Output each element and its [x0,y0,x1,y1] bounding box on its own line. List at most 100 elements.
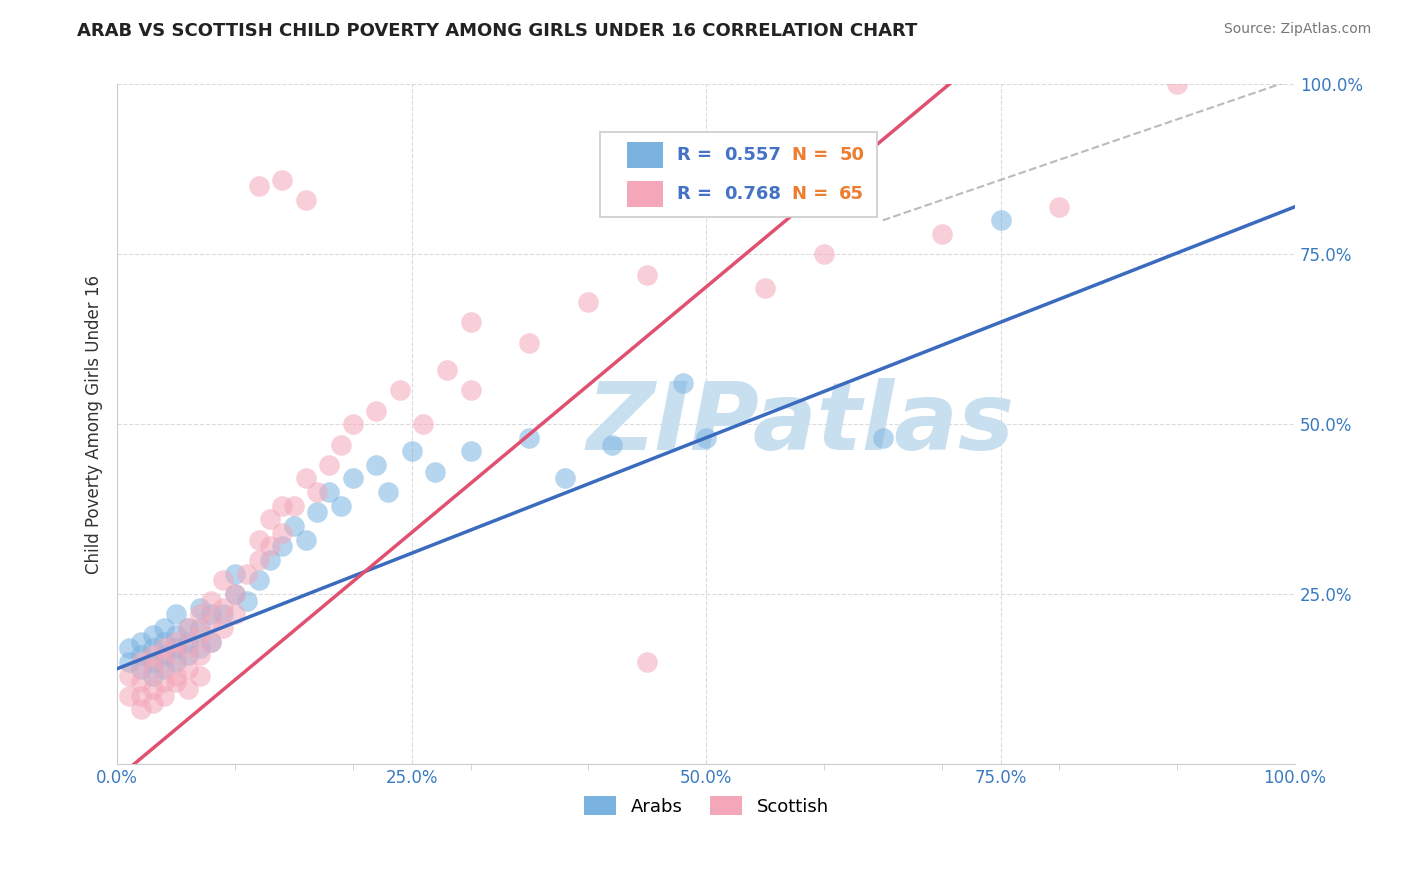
Point [224,566,246,581]
Point [153,634,176,648]
Point [177,634,200,648]
Point [177,621,200,635]
Point [671,376,693,391]
Point [129,634,152,648]
Point [200,634,222,648]
Bar [627,142,662,168]
Point [129,689,152,703]
Text: R =: R = [676,146,718,164]
Point [388,383,411,397]
Point [177,648,200,662]
Point [247,574,270,588]
Point [224,587,246,601]
Text: 65: 65 [839,185,865,203]
Point [460,315,482,329]
Point [271,525,294,540]
Text: ZIPatlas: ZIPatlas [586,378,1014,470]
Point [307,505,329,519]
Text: R =: R = [676,185,718,203]
Point [576,294,599,309]
Point [259,512,281,526]
Point [366,403,388,417]
Bar [627,181,662,207]
Point [1049,200,1071,214]
Text: ARAB VS SCOTTISH CHILD POVERTY AMONG GIRLS UNDER 16 CORRELATION CHART: ARAB VS SCOTTISH CHILD POVERTY AMONG GIR… [77,22,918,40]
Point [460,383,482,397]
Text: 0.768: 0.768 [724,185,780,203]
Point [165,607,187,622]
Legend: Arabs, Scottish: Arabs, Scottish [576,789,835,822]
Point [271,499,294,513]
Point [141,668,163,682]
Point [342,417,364,431]
Point [129,702,152,716]
Point [519,431,541,445]
Point [165,648,187,662]
Point [425,465,447,479]
Point [235,566,257,581]
Point [412,417,434,431]
Point [401,444,423,458]
Point [695,431,717,445]
Point [1166,78,1188,92]
Point [212,574,235,588]
Point [519,335,541,350]
Point [931,227,953,241]
Point [342,471,364,485]
Point [259,540,281,554]
Point [212,621,235,635]
Point [177,662,200,676]
Point [990,213,1012,227]
Point [177,641,200,656]
Point [636,655,658,669]
Point [188,628,211,642]
Point [153,641,176,656]
Point [118,689,141,703]
Point [141,641,163,656]
Point [200,614,222,628]
Point [177,682,200,697]
Point [754,281,776,295]
Point [188,668,211,682]
Point [153,689,176,703]
Point [330,499,353,513]
Point [247,179,270,194]
Point [247,533,270,547]
Point [318,485,340,500]
Point [636,268,658,282]
Point [200,634,222,648]
Point [307,485,329,500]
Y-axis label: Child Poverty Among Girls Under 16: Child Poverty Among Girls Under 16 [86,275,103,574]
Point [153,648,176,662]
Point [141,696,163,710]
Point [129,662,152,676]
Point [212,607,235,622]
Point [141,648,163,662]
Point [165,668,187,682]
Point [141,682,163,697]
Point [129,655,152,669]
Point [165,675,187,690]
Point [271,172,294,186]
Text: N =: N = [792,146,835,164]
Point [436,363,458,377]
Point [188,600,211,615]
Point [271,540,294,554]
Point [153,675,176,690]
Point [554,471,576,485]
Point [294,471,316,485]
Point [118,641,141,656]
Point [235,594,257,608]
Point [813,247,835,261]
Point [118,668,141,682]
FancyBboxPatch shape [600,132,877,217]
Point [165,655,187,669]
Point [283,499,305,513]
Point [212,600,235,615]
Point [153,655,176,669]
Point [224,587,246,601]
Point [153,621,176,635]
Point [259,553,281,567]
Point [141,628,163,642]
Point [188,641,211,656]
